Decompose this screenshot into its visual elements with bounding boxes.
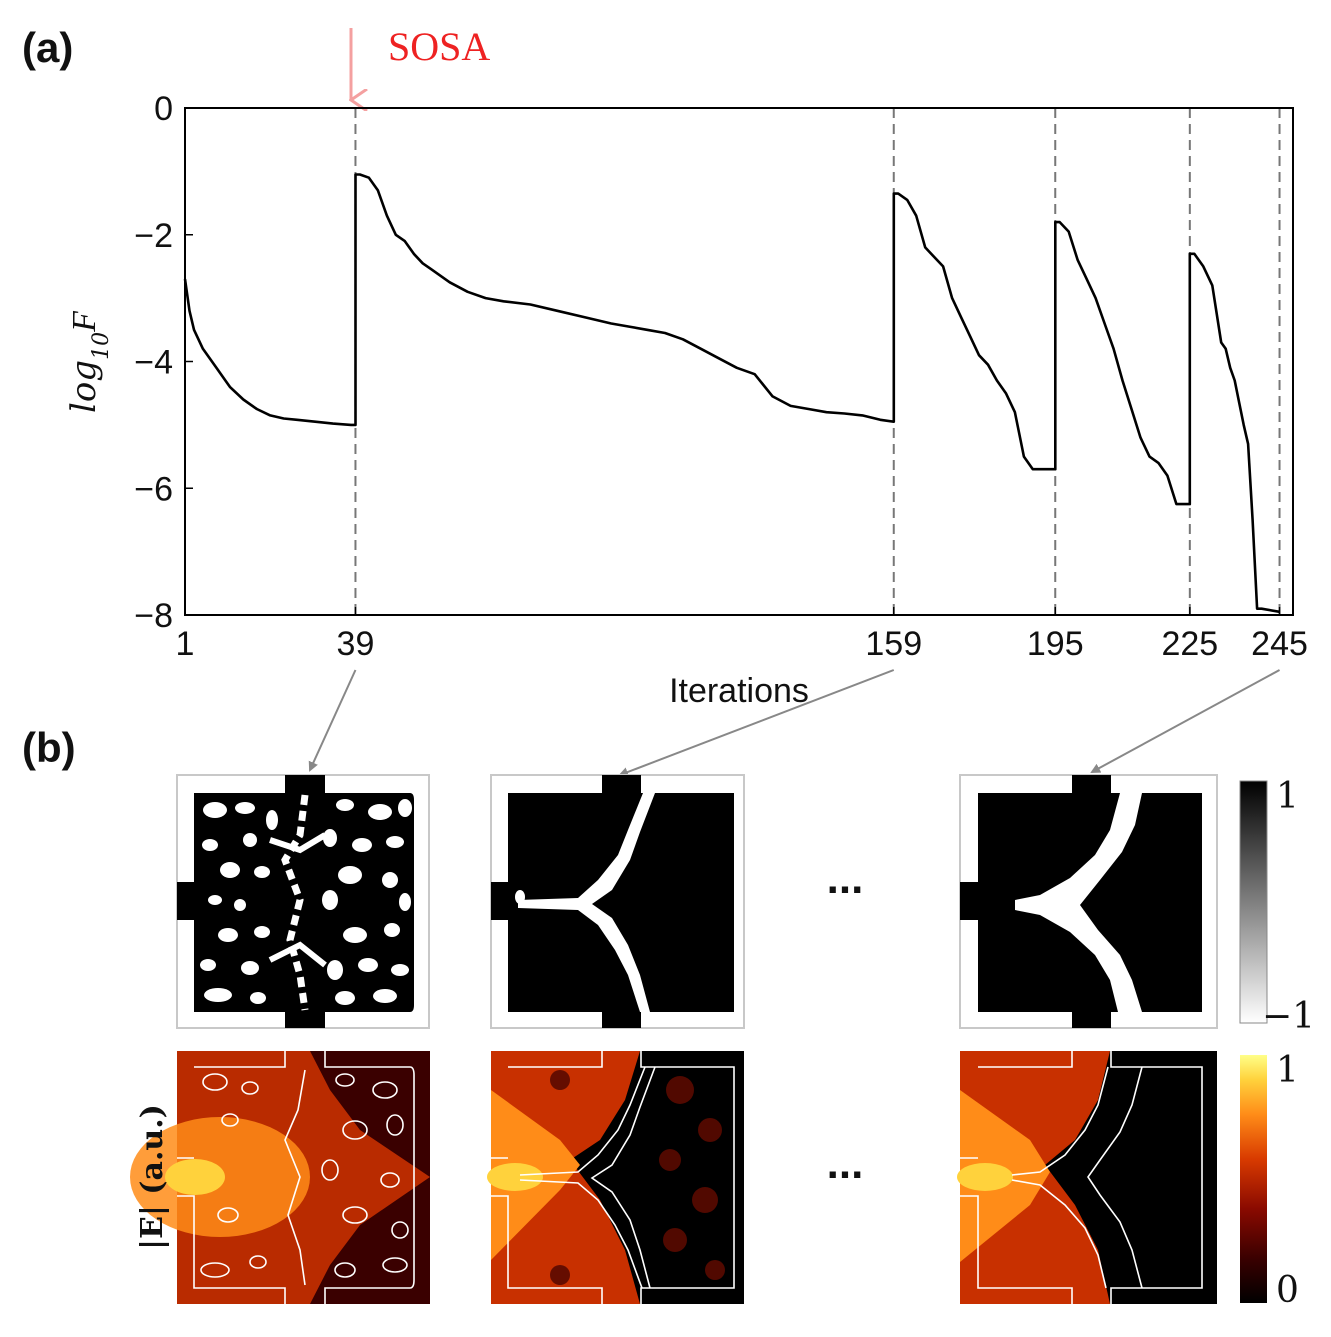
x-tick-label: 1 [176,625,195,663]
colorbar-field-min: 0 [1276,1270,1299,1311]
plot-frame [184,107,1294,616]
ellipsis-bottom: ... [827,1139,864,1188]
field-axis-label: |E| (a.u.) [135,1104,170,1250]
field-contours [491,1051,735,1304]
field-contours [177,1051,415,1304]
x-tick-label: 39 [337,625,375,663]
field-map-iter-159 [487,1051,744,1304]
y-tick-label: −2 [134,217,173,255]
axis-ticks: 1 39 159 195 225 245 0 −2 −4 −6 −8 [134,90,1308,663]
y-tick-label: −6 [134,470,173,508]
x-tick-label: 225 [1161,625,1218,663]
density-holes [200,799,412,1005]
x-tick-label: 159 [865,625,922,663]
sosa-annotation: SOSA [388,24,490,69]
y-tick-label: 0 [154,90,173,128]
y-axis-label: log10F [64,310,114,413]
x-tick-label: 195 [1027,625,1084,663]
field-map-iter-245 [957,1051,1217,1304]
field-noise [550,1070,725,1285]
connector-arrow-iter-39 [308,669,357,772]
colorbar-field: 1 0 [1240,1050,1299,1311]
density-map-iter-39 [176,774,430,1029]
y-label-base: log [64,360,104,413]
y-label-sub: 10 [89,332,114,360]
ellipsis-top: ... [827,854,864,903]
field-map-iter-39 [130,1051,430,1304]
y-tick-label: −8 [134,597,173,635]
iteration-markers [354,108,1281,615]
colorbar-density: 1 −1 [1239,776,1315,1037]
connector-arrow-iter-159 [618,669,895,777]
field-contours [960,1051,1203,1304]
y-tick-label: −4 [134,344,173,382]
colorbar-density-max: 1 [1276,776,1299,817]
series-line-log10F [183,173,1280,614]
connector-arrow-iter-245 [1090,669,1281,773]
density-map-iter-245 [959,774,1218,1029]
colorbar-field-max: 1 [1276,1050,1299,1091]
x-tick-label: 245 [1251,625,1308,663]
panel-label-a: (a) [22,24,73,71]
colorbar-density-min: −1 [1262,996,1315,1037]
density-map-iter-159 [490,774,745,1029]
y-label-symbol: F [66,310,103,333]
snapshot-connectors [308,669,1281,777]
panel-label-b: (b) [22,724,76,771]
x-axis-label: Iterations [669,672,809,710]
